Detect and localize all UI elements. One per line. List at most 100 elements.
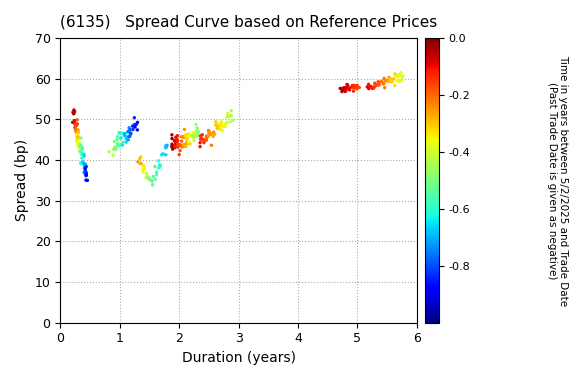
Point [139, 169, 148, 175]
Point [183, 135, 192, 141]
Point [201, 137, 210, 143]
Point [364, 86, 374, 92]
Point [349, 82, 358, 89]
Point [114, 130, 124, 136]
Y-axis label: Time in years between 5/2/2025 and Trade Date
(Past Trade Date is given as negat: Time in years between 5/2/2025 and Trade… [547, 55, 568, 306]
Point [215, 121, 224, 127]
Point [79, 151, 89, 157]
Point [68, 119, 77, 125]
Point [343, 85, 352, 91]
Point [69, 111, 78, 117]
Y-axis label: Spread (bp): Spread (bp) [15, 139, 29, 222]
Point [338, 87, 347, 93]
Point [168, 143, 177, 149]
Point [76, 142, 85, 149]
Point [364, 84, 374, 90]
Point [74, 133, 83, 139]
Point [183, 131, 192, 138]
Point [82, 163, 91, 169]
Point [119, 132, 129, 138]
Point [155, 162, 164, 168]
Point [352, 86, 361, 92]
Point [383, 78, 392, 84]
Point [227, 108, 236, 114]
Point [118, 139, 128, 145]
Point [113, 134, 122, 140]
Point [122, 136, 131, 142]
Point [143, 174, 153, 180]
Point [115, 130, 124, 136]
Point [158, 151, 167, 157]
Point [211, 122, 220, 128]
Point [130, 122, 139, 128]
Point [209, 133, 218, 139]
Point [81, 168, 90, 174]
Point [202, 135, 211, 141]
Point [151, 176, 160, 182]
Point [229, 117, 238, 123]
Point [150, 164, 160, 170]
Point [120, 131, 129, 137]
Point [78, 146, 87, 152]
Point [195, 139, 205, 146]
Point [213, 121, 223, 127]
Point [80, 168, 89, 174]
Point [375, 81, 384, 87]
Point [346, 85, 355, 91]
Point [184, 132, 193, 138]
Point [349, 83, 358, 89]
Point [343, 82, 353, 88]
Point [349, 88, 358, 94]
Point [70, 118, 79, 124]
Point [108, 152, 118, 158]
Point [182, 135, 191, 141]
Point [188, 130, 198, 136]
Point [76, 160, 85, 166]
Point [195, 133, 205, 139]
Point [386, 78, 396, 84]
Point [336, 86, 345, 92]
Point [224, 113, 233, 119]
Point [122, 139, 131, 145]
Point [75, 140, 85, 146]
Point [398, 73, 408, 79]
Point [204, 131, 213, 137]
Point [171, 142, 180, 149]
Point [80, 164, 89, 170]
Point [133, 119, 142, 125]
Point [213, 123, 222, 129]
Point [162, 142, 172, 148]
Point [210, 131, 219, 137]
Point [79, 161, 88, 167]
Point [190, 132, 199, 138]
Point [380, 79, 389, 85]
Point [172, 142, 182, 148]
Point [351, 83, 360, 89]
Point [385, 74, 394, 80]
Point [368, 86, 377, 92]
Point [128, 123, 137, 129]
Point [175, 142, 184, 148]
Point [394, 72, 403, 78]
Point [104, 149, 114, 155]
Point [161, 145, 171, 151]
Point [123, 129, 132, 135]
Point [113, 142, 122, 148]
Point [342, 87, 351, 93]
Point [223, 114, 232, 120]
Point [179, 135, 188, 141]
Point [77, 151, 86, 157]
Point [126, 130, 136, 136]
Point [182, 139, 191, 145]
Point [222, 119, 231, 125]
Point [217, 119, 226, 125]
Point [371, 82, 380, 89]
Point [193, 130, 202, 136]
Point [111, 145, 121, 151]
Point [173, 141, 183, 147]
Point [209, 129, 218, 135]
Point [146, 177, 155, 183]
Point [110, 144, 119, 150]
Point [209, 131, 219, 138]
Point [173, 144, 183, 150]
